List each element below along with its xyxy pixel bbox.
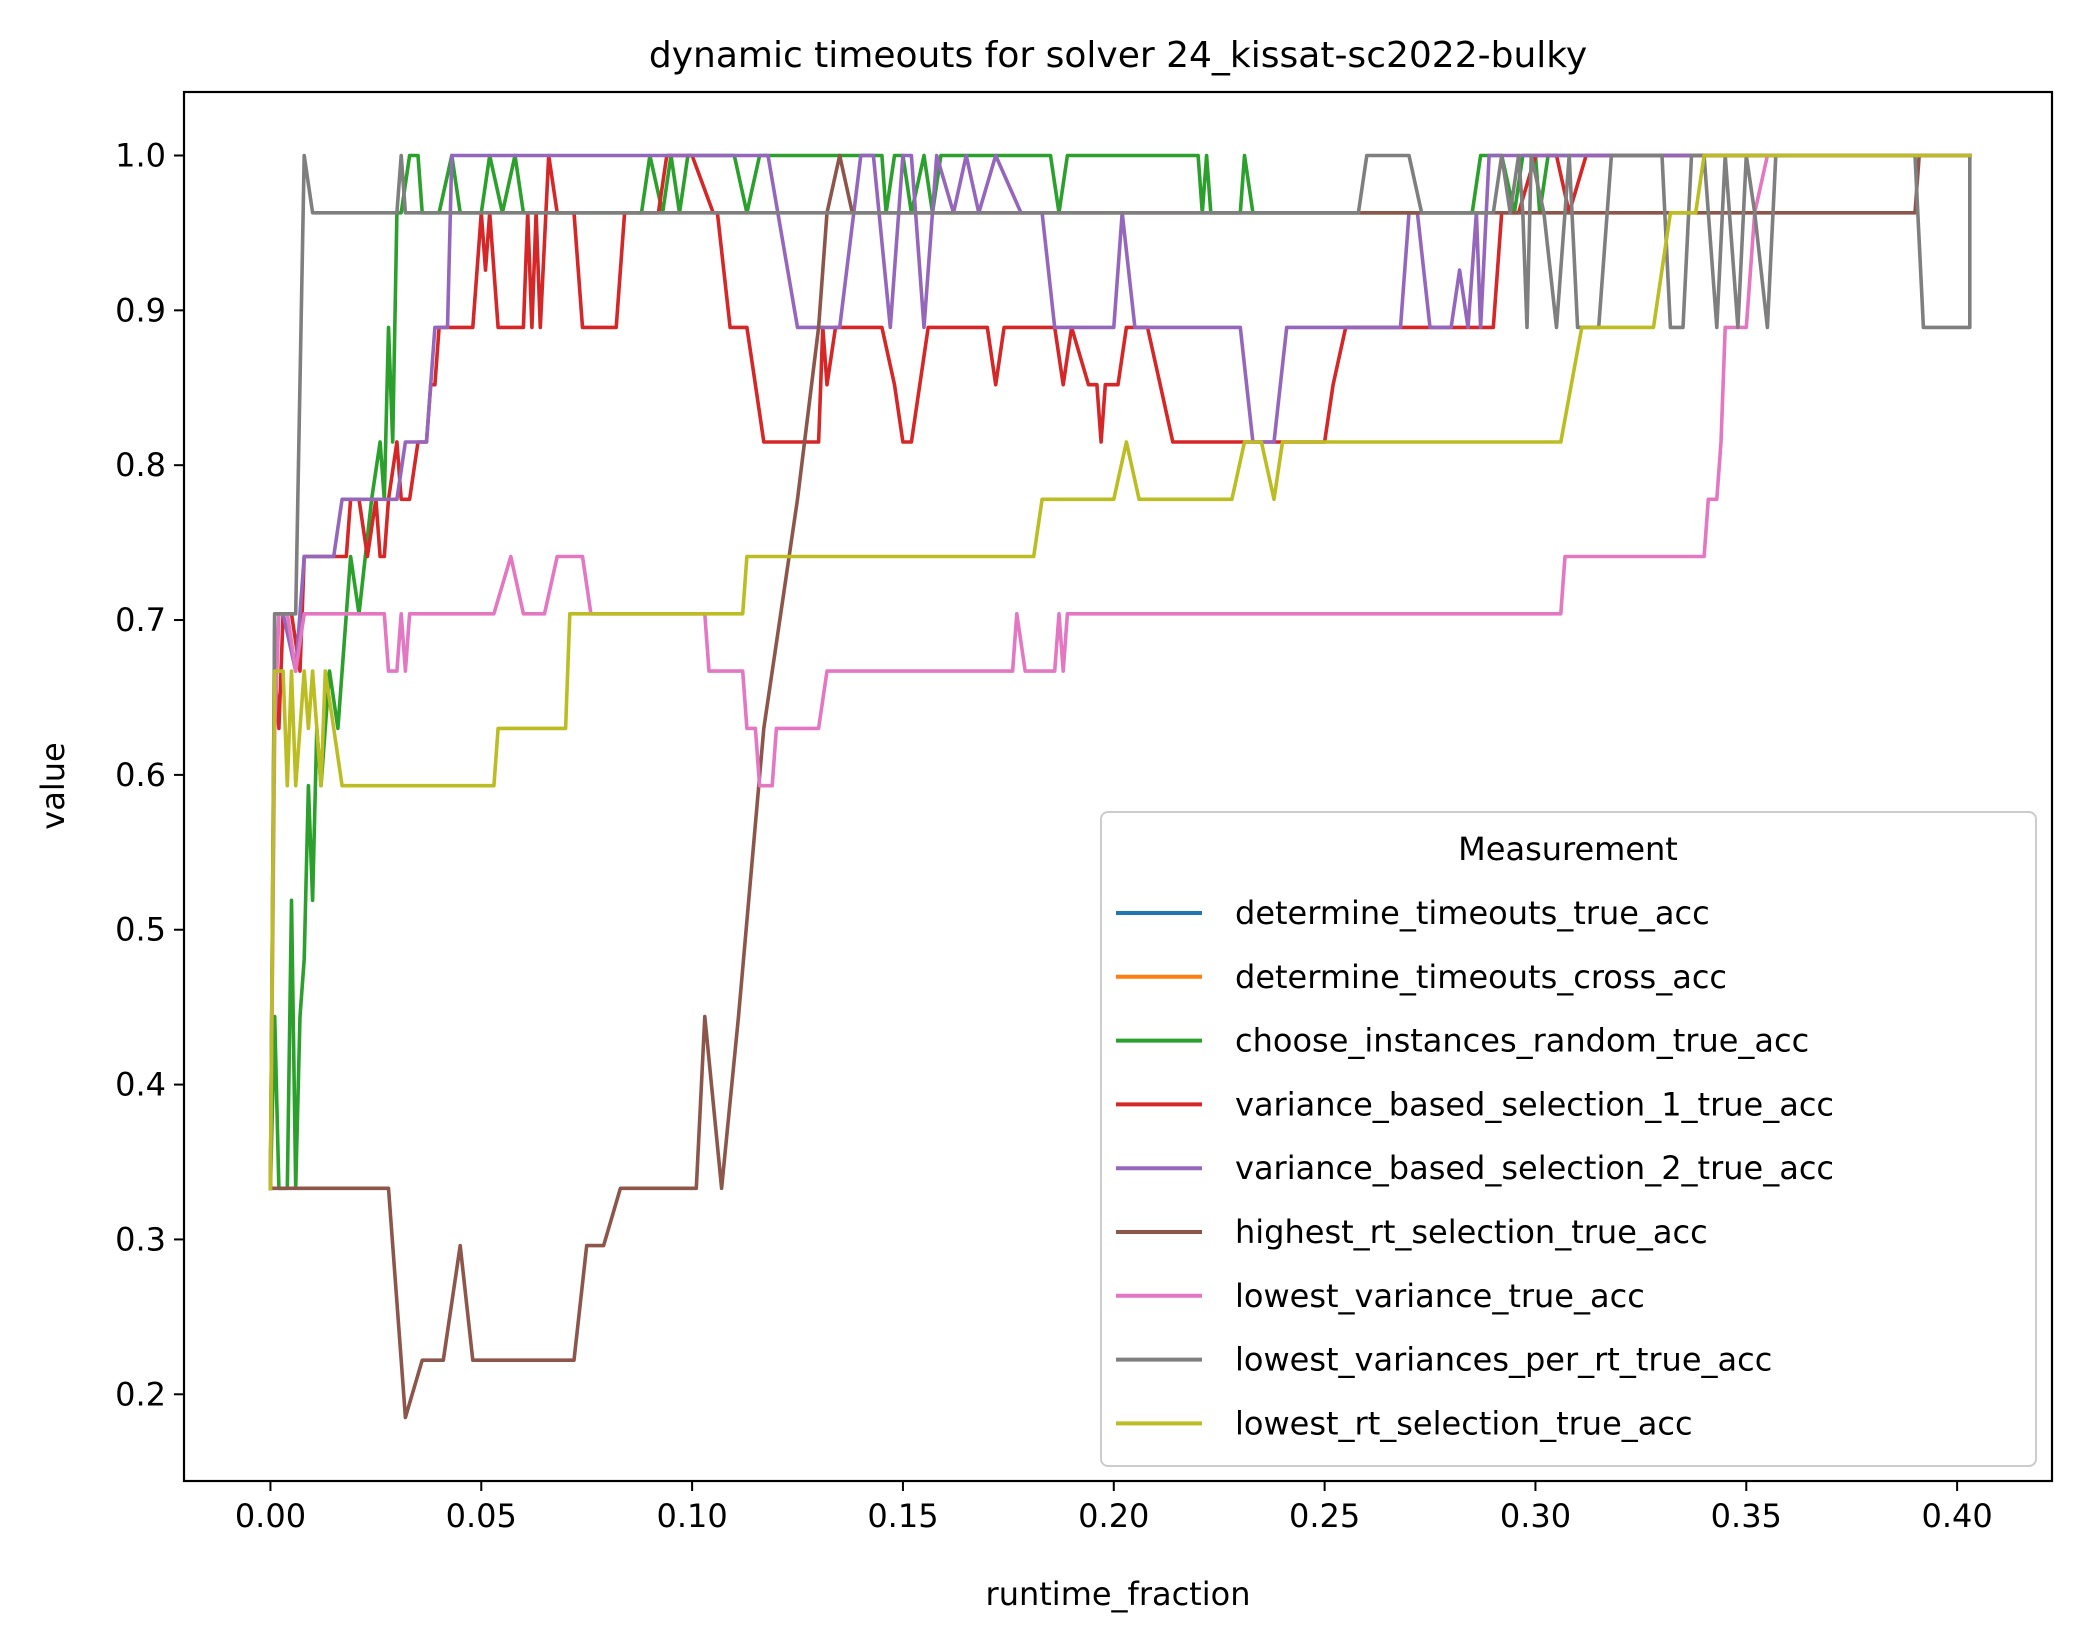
legend: Measurement determine_timeouts_true_accd… — [1100, 811, 2037, 1467]
series-line-variance-based-selection-1-true-acc — [268, 153, 1972, 1191]
x-tick-label: 0.40 — [1921, 1497, 1992, 1535]
legend-label: lowest_variance_true_acc — [1235, 1277, 1645, 1315]
x-tick-label: 0.25 — [1289, 1497, 1360, 1535]
series-line-lowest-variances-per-rt-true-acc — [268, 153, 1972, 1191]
y-tick-label: 0.9 — [115, 291, 166, 329]
legend-label: highest_rt_selection_true_acc — [1235, 1213, 1708, 1251]
y-tick-label: 0.3 — [115, 1220, 166, 1258]
x-tick-label: 0.30 — [1500, 1497, 1571, 1535]
legend-box — [1100, 811, 2037, 1467]
legend-label: variance_based_selection_1_true_acc — [1235, 1085, 1834, 1123]
y-tick-label: 1.0 — [115, 136, 166, 174]
y-tick-label: 0.7 — [115, 601, 166, 639]
x-tick-label: 0.10 — [656, 1497, 727, 1535]
legend-label: lowest_variances_per_rt_true_acc — [1235, 1341, 1772, 1379]
x-axis-label: runtime_fraction — [986, 1575, 1251, 1613]
series-line-lowest-variance-true-acc — [268, 153, 1972, 1191]
legend-title: Measurement — [1458, 830, 1678, 868]
y-axis-label: value — [34, 742, 72, 829]
x-tick-label: 0.05 — [446, 1497, 517, 1535]
y-tick-label: 0.5 — [115, 911, 166, 949]
x-tick-label: 0.00 — [235, 1497, 306, 1535]
series-line-variance-based-selection-2-true-acc — [268, 153, 1972, 1191]
legend-label: determine_timeouts_true_acc — [1235, 894, 1710, 932]
x-axis: 0.00 0.05 0.10 0.15 0.20 0.25 0.30 0.35 0.40 — [235, 1481, 1993, 1535]
y-tick-label: 0.2 — [115, 1375, 166, 1413]
legend-label: choose_instances_random_true_acc — [1235, 1022, 1809, 1060]
x-tick-label: 0.15 — [867, 1497, 938, 1535]
y-tick-label: 0.8 — [115, 446, 166, 484]
y-tick-label: 0.4 — [115, 1066, 166, 1104]
legend-label: variance_based_selection_2_true_acc — [1235, 1149, 1834, 1187]
series-line-lowest-rt-selection-true-acc — [268, 153, 1972, 1191]
axes-frame — [182, 90, 2054, 1483]
legend-label: lowest_rt_selection_true_acc — [1235, 1404, 1693, 1442]
chart-title: dynamic timeouts for solver 24_kissat-sc… — [649, 35, 1587, 76]
y-axis: 0.2 0.3 0.4 0.5 0.6 0.7 0.8 0.9 1.0 — [115, 136, 184, 1413]
y-tick-label: 0.6 — [115, 756, 166, 794]
plot-area — [268, 153, 1972, 1420]
x-tick-label: 0.35 — [1711, 1497, 1782, 1535]
legend-label: determine_timeouts_cross_acc — [1235, 958, 1727, 996]
x-tick-label: 0.20 — [1078, 1497, 1149, 1535]
